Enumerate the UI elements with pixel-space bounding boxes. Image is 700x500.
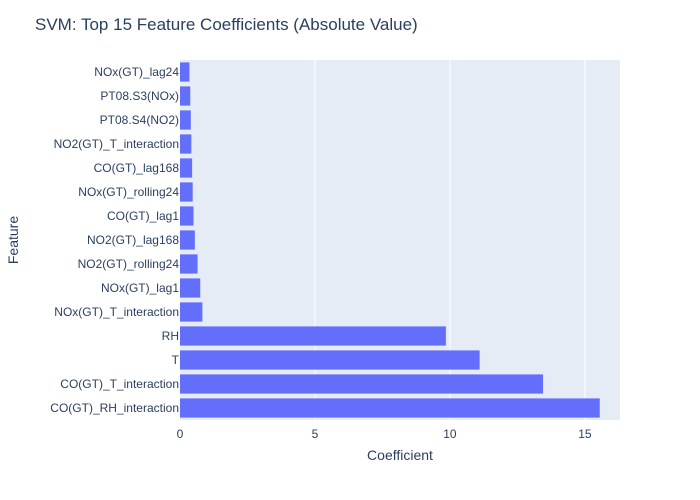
y-tick-labels: NOx(GT)_lag24 PT08.S3(NOx) PT08.S4(NO2) NO2… xyxy=(50,65,179,415)
bar xyxy=(180,278,201,298)
y-tick-label: NO2(GT)_lag168 xyxy=(87,233,179,247)
x-tick-labels: 0 5 10 15 xyxy=(177,427,592,441)
y-tick-label: NO2(GT)_T_interaction xyxy=(54,137,179,151)
x-tick-label: 10 xyxy=(443,427,457,441)
bar xyxy=(180,374,544,394)
bar xyxy=(180,134,192,154)
y-axis-title: Feature xyxy=(5,216,21,264)
bar xyxy=(180,206,194,226)
bars xyxy=(180,62,600,418)
y-tick-label: CO(GT)_lag168 xyxy=(94,161,180,175)
y-tick-label: CO(GT)_lag1 xyxy=(107,209,179,223)
x-axis-title: Coefficient xyxy=(367,447,433,463)
bar xyxy=(180,350,480,370)
y-tick-label: RH xyxy=(162,329,179,343)
y-tick-label: PT08.S4(NO2) xyxy=(100,113,179,127)
y-tick-label: NOx(GT)_lag24 xyxy=(94,65,179,79)
y-tick-label: T xyxy=(172,353,180,367)
y-tick-label: NO2(GT)_rolling24 xyxy=(78,257,180,271)
x-tick-label: 15 xyxy=(578,427,592,441)
chart-title: SVM: Top 15 Feature Coefficients (Absolu… xyxy=(35,15,418,34)
y-tick-label: NOx(GT)_lag1 xyxy=(101,281,179,295)
bar xyxy=(180,326,446,346)
y-tick-label: NOx(GT)_T_interaction xyxy=(54,305,179,319)
bar xyxy=(180,302,203,322)
x-tick-label: 5 xyxy=(312,427,319,441)
bar xyxy=(180,254,198,274)
y-tick-label: NOx(GT)_rolling24 xyxy=(78,185,179,199)
bar xyxy=(180,86,191,106)
bar xyxy=(180,110,191,130)
bar xyxy=(180,182,193,202)
y-tick-label: CO(GT)_T_interaction xyxy=(60,377,179,391)
bar xyxy=(180,398,600,418)
y-tick-label: CO(GT)_RH_interaction xyxy=(50,401,179,415)
y-tick-label: PT08.S3(NOx) xyxy=(100,89,179,103)
bar xyxy=(180,62,190,82)
x-tick-label: 0 xyxy=(177,427,184,441)
bar xyxy=(180,158,193,178)
bar xyxy=(180,230,195,250)
